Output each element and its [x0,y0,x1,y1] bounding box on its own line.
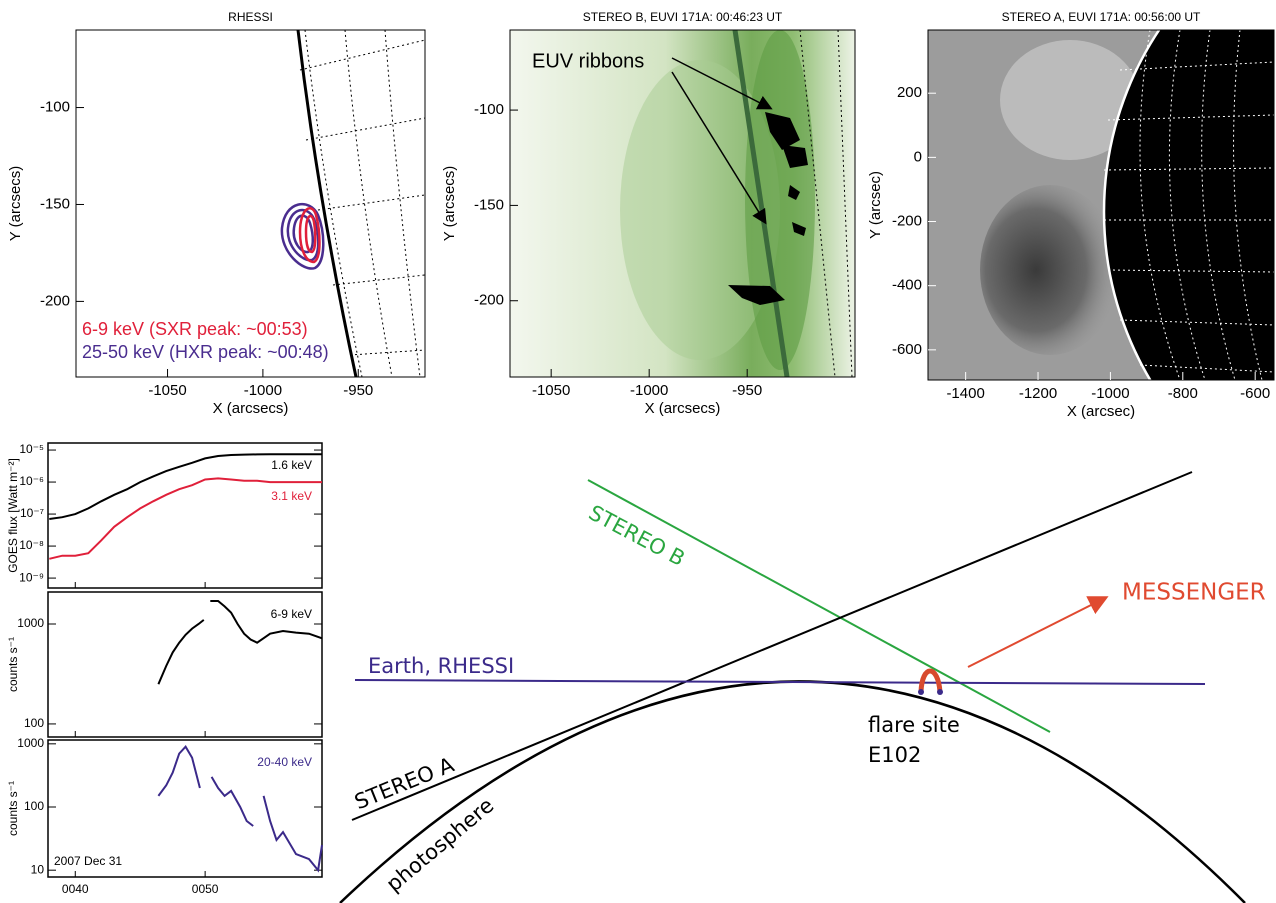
y-tick-label: -600 [892,341,922,358]
x-tick-label: -1050 [148,382,186,399]
light-curve [157,600,323,685]
x-tick-label: 0050 [192,882,219,896]
x-axis-label: X (arcsecs) [213,400,289,417]
panel-frame [509,29,856,378]
geometry-diagram: STEREO B MESSENGER Earth, RHESSI flare s… [339,471,1266,903]
y-tick-label: 200 [897,84,922,101]
y-tick-label: 1000 [17,616,44,630]
y-tick-label: -200 [474,292,504,309]
legend-entry: 6-9 keV (SXR peak: ~00:53) [82,319,308,339]
y-tick-label: -150 [474,196,504,213]
x-tick-label: -1400 [946,385,984,402]
stereo-b-label: STEREO B [585,501,689,571]
x-tick-label: -800 [1168,385,1198,402]
y-tick-label: -100 [474,101,504,118]
y-tick-label: 10⁻⁶ [19,474,44,488]
y-axis-label: Y (arcsec) [867,171,884,239]
series-label: 6-9 keV [271,607,312,621]
y-tick-label: -200 [892,212,922,229]
x-tick-label: -1200 [1019,385,1057,402]
y-axis-label: counts s⁻¹ [6,781,20,836]
panel-frame [47,591,323,738]
messenger-label: MESSENGER [1122,580,1266,606]
x-axis-label: X (arcsec) [1067,403,1135,420]
y-tick-label: -400 [892,277,922,294]
panel-title: STEREO A, EUVI 171A: 00:56:00 UT [1002,10,1201,24]
y-axis-label: GOES flux [Watt m⁻²] [6,458,20,573]
y-tick-label: 10 [31,862,45,876]
x-tick-label: -1000 [1091,385,1129,402]
y-tick-label: -100 [40,99,70,116]
flare-location-label: E102 [868,743,921,767]
rhessi-image [280,30,425,377]
y-tick-label: 100 [24,799,44,813]
light-curve [49,453,322,520]
panel-title: RHESSI [228,10,273,24]
y-tick-label: 1000 [17,736,44,750]
series-label: 3.1 keV [271,489,312,503]
light-curve [49,477,322,560]
panel-frame [927,29,1275,381]
series-label: 1.6 keV [271,458,312,472]
panel-title: STEREO B, EUVI 171A: 00:46:23 UT [583,10,783,24]
x-axis-label: X (arcsecs) [645,400,721,417]
earth-label: Earth, RHESSI [368,654,514,678]
y-axis-label: Y (arcsecs) [441,166,458,242]
x-tick-label: -950 [343,382,373,399]
annotation: EUV ribbons [532,50,644,72]
stereo-a-image [928,30,1274,380]
legend-entry: 25-50 keV (HXR peak: ~00:48) [82,342,329,362]
y-tick-label: 10⁻⁵ [19,442,44,456]
flare-site-label: flare site [868,713,960,737]
x-tick-label: -1050 [532,382,570,399]
y-tick-label: 100 [24,716,44,730]
x-tick-label: 0040 [62,882,89,896]
x-tick-label: -950 [732,382,762,399]
x-tick-label: -600 [1240,385,1270,402]
date-label: 2007 Dec 31 [54,854,122,868]
y-tick-label: -150 [40,195,70,212]
x-tick-label: -1000 [630,382,668,399]
y-tick-label: 10⁻⁸ [19,538,44,552]
panel-frame [47,739,323,878]
y-tick-label: 0 [914,148,922,165]
y-tick-label: -200 [40,292,70,309]
stereo-b-image [510,30,855,377]
panel-frame [75,29,426,378]
light-curve [157,745,323,873]
y-tick-label: 10⁻⁹ [19,570,44,584]
y-tick-label: 10⁻⁷ [20,506,44,520]
x-tick-label: -1000 [244,382,282,399]
photosphere-label: photosphere [382,793,499,896]
y-axis-label: counts s⁻¹ [6,637,20,692]
panel-frame [47,442,323,589]
y-axis-label: Y (arcsecs) [7,166,24,242]
series-label: 20-40 keV [257,755,312,769]
